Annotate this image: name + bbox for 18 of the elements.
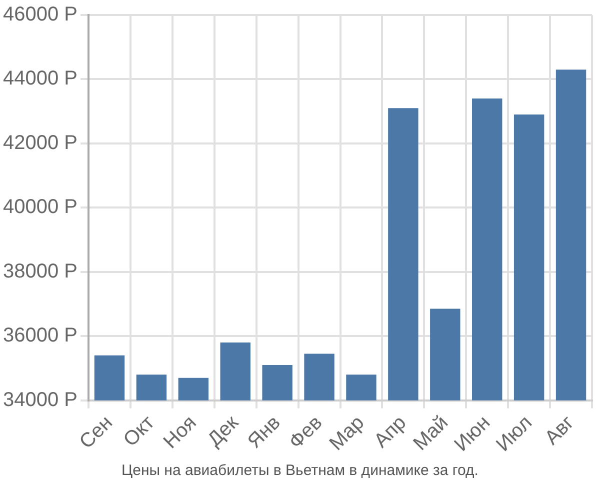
y-tick-label: 42000 Р — [2, 132, 78, 154]
y-tick-label: 36000 Р — [2, 324, 78, 347]
x-tick-label: Янв — [244, 412, 285, 453]
y-tick-label: 38000 Р — [2, 260, 78, 282]
x-tick-label: Авг — [540, 412, 578, 450]
text: Цены на авиабилеты в Вьетнам в динамике за год. — [120, 462, 480, 479]
x-tick-label: Сен — [75, 412, 117, 454]
x-tick-label: Ноя — [160, 412, 201, 453]
y-tick-label: 46000 Р — [2, 4, 78, 26]
x-tick-label: Окт — [119, 412, 159, 452]
x-tick-label: Дек — [204, 412, 243, 451]
y-tick-label: 44000 Р — [2, 68, 78, 90]
x-tick-label: Фев — [285, 412, 327, 454]
y-tick-label: 40000 Р — [2, 196, 78, 218]
x-tick-label: Июн — [450, 412, 495, 456]
y-tick-label: 34000 Р — [2, 388, 78, 411]
x-tick-label: Мар — [325, 412, 369, 455]
x-tick-label: Апр — [370, 412, 411, 452]
